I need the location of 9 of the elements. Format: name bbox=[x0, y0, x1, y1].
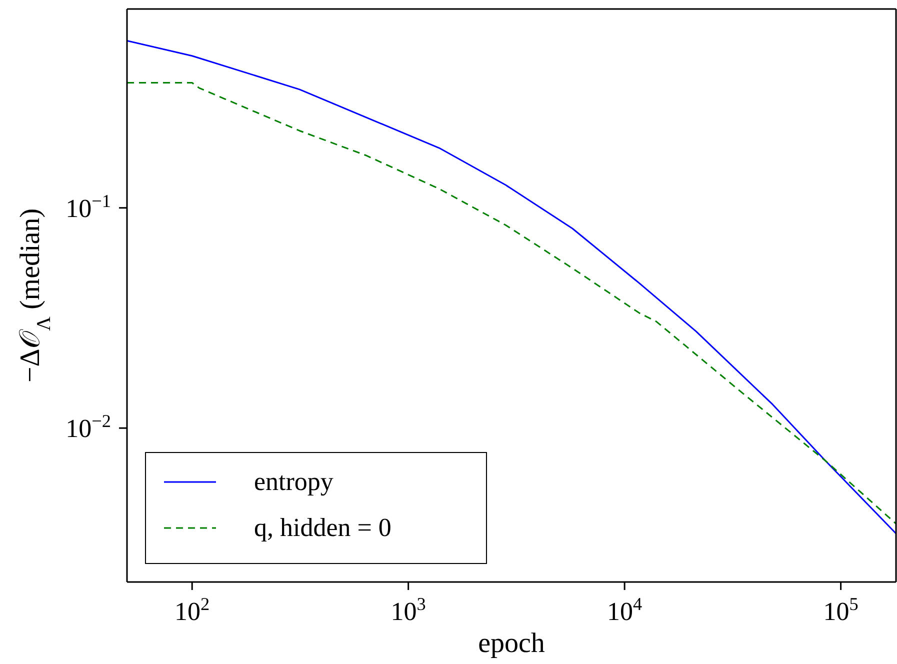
y-tick-label: 10$^{−2}$ bbox=[66, 411, 111, 444]
legend-label: q, hidden = 0 bbox=[254, 513, 392, 543]
y-tick-label: 10$^{−1}$ bbox=[66, 190, 111, 223]
x-tick-label: 10$^{3}$ bbox=[390, 594, 426, 626]
legend-label: entropy bbox=[254, 467, 334, 497]
x-tick-label: 10$^{5}$ bbox=[823, 594, 858, 626]
x-axis-title: epoch bbox=[478, 628, 545, 659]
x-tick-label: 10$^{4}$ bbox=[607, 594, 642, 626]
x-tick-label: 10$^{2}$ bbox=[174, 594, 210, 626]
